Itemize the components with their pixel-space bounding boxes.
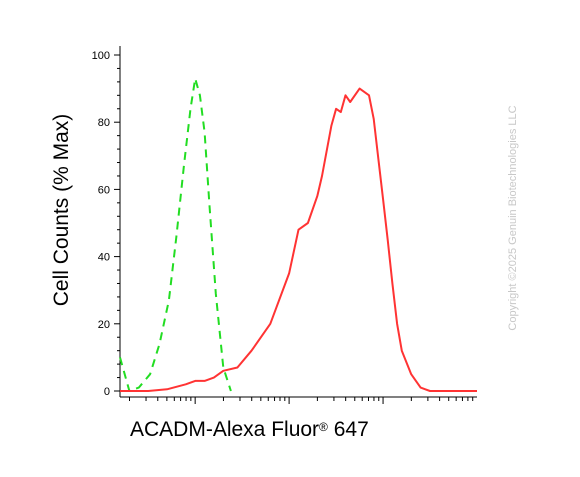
y-tick-label: 60 (98, 184, 110, 196)
x-axis-ticks (128, 397, 474, 404)
sample-histogram-line (120, 87, 477, 392)
y-tick-label: 20 (98, 319, 110, 331)
series-group (119, 77, 477, 392)
y-axis-ticks: 0 20 40 60 80 100 (92, 50, 120, 398)
copyright-watermark: Copyright ©2025 Genuin Biotechnologies L… (507, 105, 519, 331)
x-axis-label-prefix: ACADM-Alexa Fluor (130, 418, 320, 441)
y-tick-label: 40 (98, 252, 110, 264)
x-axis-label-registered-mark: ® (319, 420, 328, 434)
axes (119, 46, 477, 398)
control-histogram-line (119, 77, 232, 392)
y-tick-label: 0 (104, 386, 110, 398)
y-axis-label: Cell Counts (% Max) (50, 113, 73, 307)
y-tick-label: 80 (98, 117, 110, 129)
y-tick-label: 100 (92, 50, 110, 62)
x-axis-label: ACADM-Alexa Fluor® 647 (130, 418, 369, 442)
x-axis-label-suffix: 647 (327, 418, 369, 441)
